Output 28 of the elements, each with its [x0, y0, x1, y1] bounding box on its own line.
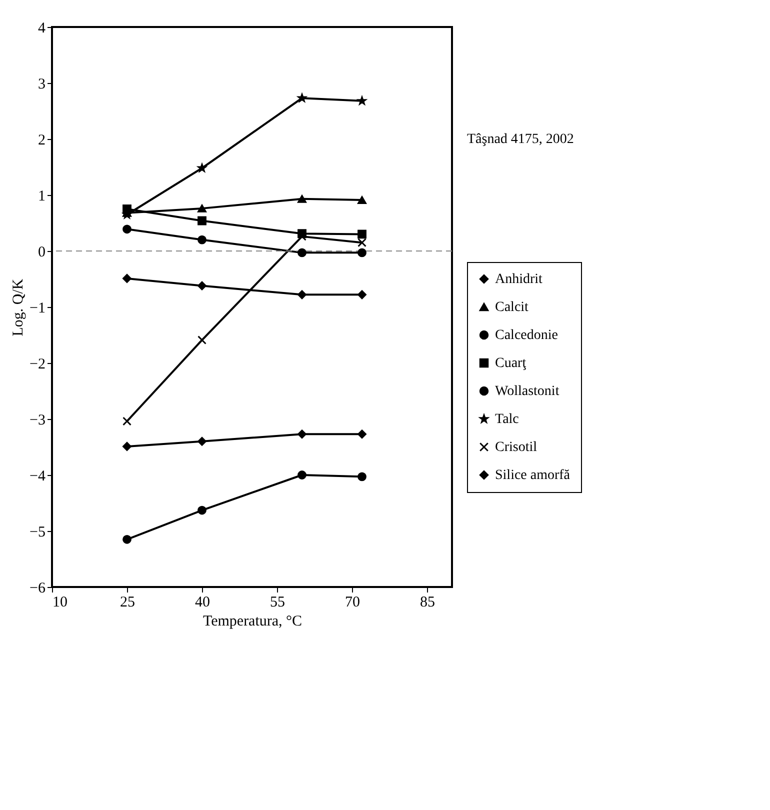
text: Tâşnad 4175, 2002	[467, 132, 574, 147]
y-tick-label: −5	[30, 524, 46, 540]
legend-label: Cuarţ	[495, 356, 526, 371]
x-tick-label: 10	[52, 594, 68, 610]
legend-label: Talc	[495, 412, 519, 427]
legend-label: Anhidrit	[495, 272, 543, 287]
y-axis-title: Log. Q/K	[10, 278, 27, 336]
y-tick-label: −4	[30, 468, 46, 484]
x-axis-title: Temperatura, °C	[202, 614, 302, 630]
x-tick-label: 55	[270, 594, 285, 610]
y-tick-label: 2	[38, 132, 46, 148]
y-tick-label: 3	[38, 76, 46, 92]
y-tick-label: 1	[38, 188, 46, 204]
x-tick-label: 25	[120, 594, 135, 610]
legend-label: Crisotil	[495, 440, 538, 455]
x-tick-label: 85	[420, 594, 435, 610]
x-tick-label: 40	[195, 594, 210, 610]
legend-label: Wollastonit	[495, 384, 560, 399]
y-tick-label: 0	[38, 244, 46, 260]
y-tick-label: −2	[30, 356, 46, 372]
y-tick-label: 4	[38, 20, 46, 36]
legend-label: Silice amorfă	[495, 468, 571, 483]
legend-label: Calcedonie	[495, 328, 558, 343]
y-tick-label: −3	[30, 412, 46, 428]
legend-label: Calcit	[495, 300, 529, 315]
x-tick-label: 70	[345, 594, 360, 610]
y-tick-label: −1	[30, 300, 46, 316]
y-tick-label: −6	[30, 580, 46, 596]
